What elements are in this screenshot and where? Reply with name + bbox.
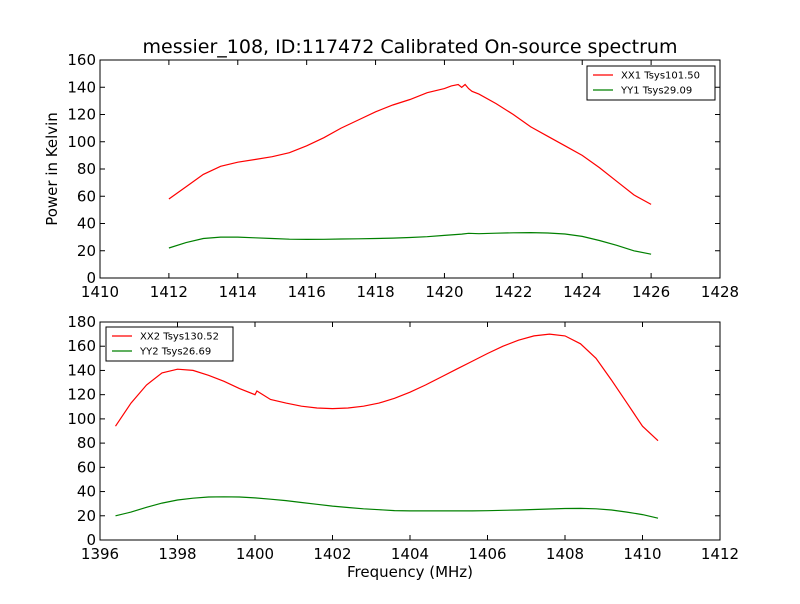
- x-tick-label-0-6: 1422: [494, 283, 532, 301]
- y-tick-label-1-2: 40: [77, 483, 96, 501]
- y-tick-label-0-1: 20: [77, 242, 96, 260]
- y-tick-label-1-4: 80: [77, 434, 96, 452]
- chart-title: messier_108, ID:117472 Calibrated On-sou…: [143, 36, 678, 58]
- x-tick-label-0-3: 1416: [288, 283, 326, 301]
- x-tick-label-0-1: 1412: [150, 283, 188, 301]
- y-tick-label-1-1: 20: [77, 507, 96, 525]
- y-tick-label-0-6: 120: [67, 106, 96, 124]
- series-line-1-0: [115, 333, 659, 442]
- x-tick-label-1-8: 1412: [701, 545, 739, 563]
- x-tick-label-0-2: 1414: [219, 283, 257, 301]
- y-tick-label-1-8: 160: [67, 337, 96, 355]
- x-tick-label-1-6: 1408: [546, 545, 584, 563]
- x-tick-label-1-3: 1402: [313, 545, 351, 563]
- legend-label-0-1: YY1 Tsys29.09: [620, 86, 692, 97]
- y-tick-label-1-0: 0: [86, 531, 96, 549]
- legend-label-0-0: XX1 Tsys101.50: [621, 71, 700, 82]
- top-panel: 1410 1412 1414 1416 1418 1420 1422 1424 1426 1428…: [67, 51, 739, 301]
- x-tick-label-1-1: 1398: [158, 545, 196, 563]
- x-tick-label-0-7: 1424: [563, 283, 601, 301]
- legend-label-1-1: YY2 Tsys26.69: [139, 347, 211, 358]
- legend-1: XX2 Tsys130.52 YY2 Tsys26.69: [105, 326, 234, 362]
- bottom-panel: 1396 1398 1400 1402 1404 1406 1408 1410 1412 0 20 4…: [67, 313, 739, 563]
- series-line-0-1: [168, 231, 652, 255]
- x-axis-label: Frequency (MHz): [347, 563, 473, 581]
- y-tick-label-0-5: 100: [67, 133, 96, 151]
- x-tick-label-1-0: 1396: [81, 545, 119, 563]
- legend-label-1-0: XX2 Tsys130.52: [140, 332, 219, 343]
- x-tick-label-1-2: 1400: [236, 545, 274, 563]
- x-tick-label-0-5: 1420: [425, 283, 463, 301]
- y-tick-label-1-6: 120: [67, 386, 96, 404]
- y-tick-label-1-3: 60: [77, 458, 96, 476]
- y-tick-label-1-5: 100: [67, 410, 96, 428]
- y-tick-label-1-7: 140: [67, 361, 96, 379]
- series-line-0-0: [168, 83, 652, 205]
- x-tick-label-1-7: 1410: [623, 545, 661, 563]
- x-tick-label-1-4: 1404: [391, 545, 429, 563]
- x-tick-label-0-4: 1418: [356, 283, 394, 301]
- x-tick-label-0-0: 1410: [81, 283, 119, 301]
- y-tick-label-0-7: 140: [67, 78, 96, 96]
- x-tick-label-1-5: 1406: [468, 545, 506, 563]
- y-tick-label-1-9: 180: [67, 313, 96, 331]
- legend-0: XX1 Tsys101.50 YY1 Tsys29.09: [586, 65, 716, 101]
- legend-box-0: [586, 65, 716, 101]
- y-tick-label-0-0: 0: [86, 269, 96, 287]
- x-tick-label-0-8: 1426: [632, 283, 670, 301]
- series-line-1-1: [115, 496, 659, 519]
- legend-box-1: [105, 326, 234, 362]
- y-tick-label-0-4: 80: [77, 160, 96, 178]
- y-tick-label-0-3: 60: [77, 187, 96, 205]
- x-tick-label-0-9: 1428: [701, 283, 739, 301]
- y-tick-label-0-8: 160: [67, 51, 96, 69]
- y-axis-label: Power in Kelvin: [43, 112, 61, 226]
- y-tick-label-0-2: 40: [77, 215, 96, 233]
